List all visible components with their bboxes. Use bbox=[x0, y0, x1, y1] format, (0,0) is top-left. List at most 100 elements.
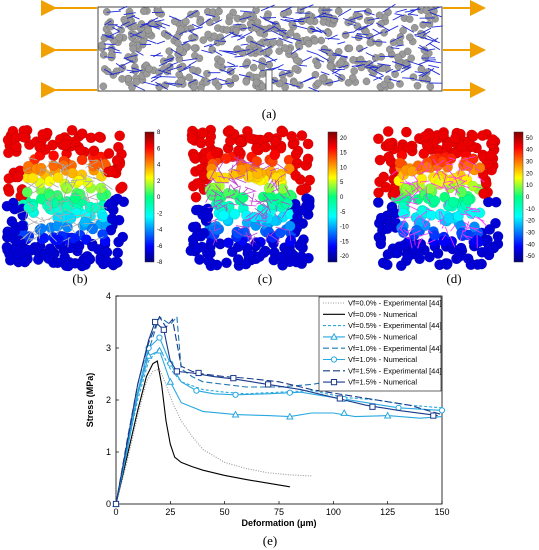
fiber bbox=[422, 162, 426, 169]
legend-entry: Vf=1.0% - Numerical bbox=[348, 355, 417, 364]
particle bbox=[214, 82, 223, 90]
legend-entry: Vf=0.0% - Experimental [44] bbox=[348, 299, 442, 308]
fiber bbox=[293, 18, 304, 21]
fiber bbox=[292, 24, 308, 30]
fiber bbox=[382, 3, 396, 13]
fiber bbox=[280, 6, 293, 13]
fiber bbox=[457, 165, 461, 176]
fiber bbox=[414, 79, 431, 83]
fiber bbox=[72, 178, 78, 189]
fiber bbox=[238, 186, 241, 194]
fiber bbox=[377, 63, 391, 67]
fiber bbox=[448, 184, 461, 194]
fiber bbox=[85, 163, 94, 169]
fiber bbox=[170, 48, 183, 57]
fiber bbox=[61, 164, 65, 173]
data-point bbox=[340, 408, 349, 416]
specimen-particles-a bbox=[98, 3, 443, 93]
particle bbox=[211, 259, 223, 271]
fiber bbox=[461, 166, 471, 171]
fiber bbox=[27, 217, 37, 224]
legend-entry: Vf=1.0% - Experimental [44] bbox=[348, 344, 442, 353]
fiber bbox=[261, 209, 269, 218]
particle bbox=[52, 172, 64, 183]
fiber bbox=[421, 21, 432, 24]
y-tick-label: 3 bbox=[106, 343, 111, 353]
fiber bbox=[32, 224, 41, 233]
fiber bbox=[405, 204, 419, 211]
fiber bbox=[284, 185, 291, 197]
particle bbox=[105, 198, 117, 210]
fiber bbox=[402, 174, 405, 181]
fiber bbox=[432, 166, 442, 178]
fiber bbox=[114, 24, 123, 29]
fiber bbox=[245, 232, 252, 246]
particle bbox=[350, 67, 359, 75]
fiber bbox=[284, 82, 301, 88]
fiber bbox=[209, 229, 218, 243]
particle bbox=[114, 130, 126, 142]
fiber bbox=[53, 219, 62, 223]
particle bbox=[224, 125, 235, 136]
chart-series bbox=[112, 315, 446, 508]
fiber bbox=[115, 63, 125, 70]
fiber bbox=[266, 200, 271, 214]
fiber bbox=[233, 169, 241, 172]
fiber bbox=[414, 31, 426, 36]
particle bbox=[111, 155, 123, 166]
colorbar-ticks-d: 50 40 30 20 10 0 -10 -20 -30 -40 -50 bbox=[526, 136, 535, 260]
particle bbox=[249, 63, 258, 72]
notch bbox=[265, 69, 273, 92]
fiber bbox=[404, 9, 415, 13]
fiber bbox=[218, 176, 231, 179]
fiber bbox=[261, 17, 277, 19]
caption-b: (b) bbox=[72, 271, 87, 286]
colorbar-tick-label: 30 bbox=[526, 160, 533, 166]
fiber bbox=[82, 202, 89, 209]
particle bbox=[229, 208, 241, 220]
fiber bbox=[211, 189, 222, 198]
fiber bbox=[393, 193, 404, 201]
particle bbox=[99, 82, 108, 91]
fiber bbox=[126, 69, 136, 73]
fiber bbox=[445, 166, 455, 178]
fiber bbox=[297, 16, 311, 21]
fiber bbox=[220, 82, 235, 86]
fiber bbox=[59, 163, 68, 173]
fiber bbox=[35, 221, 41, 226]
fiber bbox=[460, 179, 468, 185]
particle bbox=[203, 255, 214, 267]
fiber bbox=[41, 216, 46, 223]
particle bbox=[218, 209, 230, 221]
fiber bbox=[26, 180, 38, 189]
fiber bbox=[278, 173, 286, 179]
particle bbox=[291, 256, 302, 268]
particle bbox=[177, 77, 185, 85]
particle bbox=[438, 129, 449, 141]
particle bbox=[413, 81, 422, 90]
fiber bbox=[88, 216, 96, 222]
particle bbox=[249, 211, 260, 223]
fiber bbox=[278, 37, 293, 44]
legend: Vf=0.0% - Experimental [44] Vf=0.0% - Num… bbox=[318, 296, 442, 392]
particle bbox=[90, 202, 102, 214]
fiber bbox=[232, 23, 242, 26]
fiber bbox=[225, 193, 236, 199]
panel-e-chart: 0 25 50 75 100 125 150 0 1 2 3 4 Deformation (μm) S… bbox=[85, 291, 450, 548]
fiber bbox=[373, 64, 383, 72]
particle bbox=[349, 56, 357, 64]
fiber bbox=[419, 180, 430, 183]
fiber bbox=[71, 221, 80, 227]
fiber bbox=[214, 227, 222, 232]
fiber bbox=[99, 188, 102, 197]
particle bbox=[238, 48, 246, 57]
fiber bbox=[223, 65, 239, 68]
fiber bbox=[400, 196, 406, 201]
particle bbox=[355, 12, 364, 21]
fiber bbox=[422, 30, 431, 36]
panel-d-contour: 50 40 30 20 10 0 -10 -20 -30 -40 -50 (d) bbox=[372, 126, 535, 286]
fiber bbox=[123, 12, 136, 15]
particle bbox=[455, 242, 467, 254]
particle bbox=[242, 78, 251, 86]
legend-entry: Vf=1.5% - Experimental [44] bbox=[348, 366, 442, 375]
